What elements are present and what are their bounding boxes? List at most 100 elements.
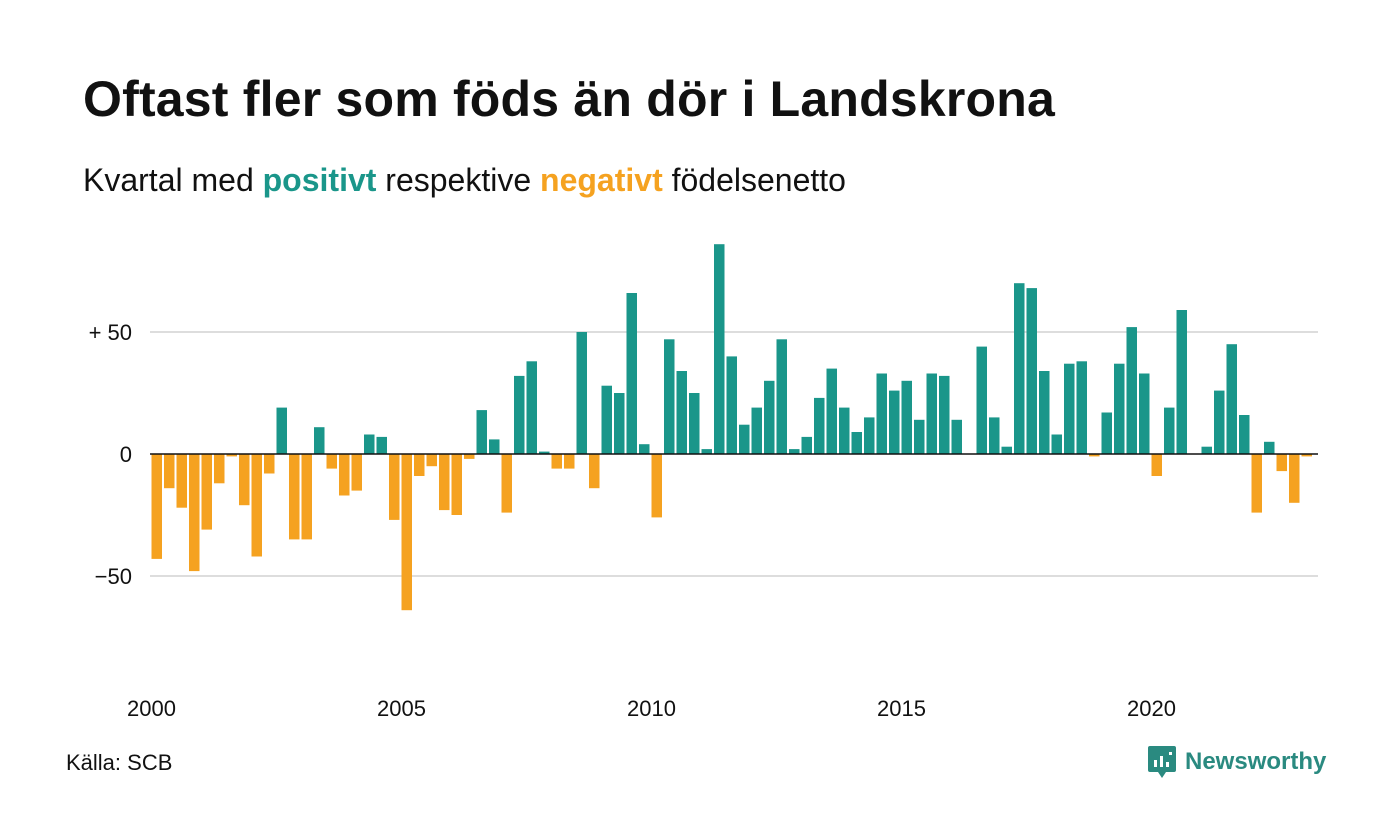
bar-positive — [1226, 344, 1237, 454]
chart-title: Oftast fler som föds än dör i Landskrona — [83, 71, 1056, 127]
bar-positive — [614, 393, 625, 454]
bar-positive — [489, 439, 500, 454]
bar-negative — [351, 454, 362, 491]
bar-positive — [1214, 390, 1225, 454]
bar-positive — [1039, 371, 1050, 454]
brand-logo[interactable]: Newsworthy — [1147, 744, 1326, 780]
bar-positive — [876, 373, 887, 454]
bar-negative — [1289, 454, 1300, 503]
bar-positive — [1076, 361, 1087, 454]
bar-positive — [889, 390, 900, 454]
x-tick-label: 2000 — [127, 696, 176, 721]
bar-negative — [339, 454, 350, 496]
bar-positive — [676, 371, 687, 454]
bar-positive — [1164, 407, 1175, 454]
bar-negative — [401, 454, 412, 611]
bar-positive — [1126, 327, 1137, 454]
bar-positive — [1101, 412, 1112, 454]
bar-positive — [1051, 434, 1062, 454]
y-axis-ticks: + 50 0 −50 — [89, 320, 132, 589]
bar-positive — [1064, 363, 1075, 454]
bar-negative — [201, 454, 212, 530]
subtitle-negative: negativt — [540, 162, 663, 198]
bar-negative — [289, 454, 300, 540]
bar-positive — [1139, 373, 1150, 454]
x-tick-label: 2015 — [877, 696, 926, 721]
bar-positive — [826, 368, 837, 454]
subtitle-text-1: Kvartal med — [83, 162, 263, 198]
bar-positive — [539, 451, 550, 454]
bar-positive — [376, 436, 387, 454]
bar-chart: + 50 0 −50 2000 2005 2010 2015 2020 — [89, 244, 1318, 721]
bar-negative — [1276, 454, 1287, 472]
bar-positive — [939, 375, 950, 454]
bar-positive — [526, 361, 537, 454]
bar-positive — [926, 373, 937, 454]
bar-positive — [801, 436, 812, 454]
bar-negative — [176, 454, 187, 508]
x-tick-label: 2010 — [627, 696, 676, 721]
brand-name: Newsworthy — [1185, 748, 1327, 775]
bar-positive — [851, 432, 862, 454]
bar-negative — [426, 454, 437, 467]
bar-positive — [626, 293, 637, 454]
bar-positive — [701, 449, 712, 454]
bar-negative — [464, 454, 475, 459]
bar-positive — [976, 346, 987, 454]
bar-negative — [251, 454, 262, 557]
bar-negative — [589, 454, 600, 489]
chart-subtitle: Kvartal med positivt respektive negativt… — [83, 162, 846, 199]
bar-positive — [1176, 310, 1187, 454]
bar-negative — [226, 454, 237, 457]
bar-positive — [914, 419, 925, 454]
bar-negative — [501, 454, 512, 513]
bar-negative — [239, 454, 250, 506]
bar-negative — [551, 454, 562, 469]
bar-positive — [514, 375, 525, 454]
bar-positive — [739, 424, 750, 454]
y-tick-label: 0 — [120, 442, 132, 467]
newsworthy-logo-icon — [1148, 746, 1176, 778]
bar-positive — [689, 393, 700, 454]
bar-positive — [989, 417, 1000, 454]
bar-negative — [164, 454, 175, 489]
x-tick-label: 2020 — [1127, 696, 1176, 721]
bar-negative — [414, 454, 425, 476]
bar-negative — [151, 454, 162, 559]
bar-negative — [326, 454, 337, 469]
bar-negative — [214, 454, 225, 484]
grid-lines — [150, 331, 1318, 577]
bars — [150, 244, 1318, 611]
bar-positive — [1014, 283, 1025, 454]
bar-negative — [189, 454, 200, 572]
bar-positive — [864, 417, 875, 454]
bar-negative — [1151, 454, 1162, 476]
bar-positive — [1026, 288, 1037, 454]
bar-positive — [576, 332, 587, 454]
subtitle-text-3: födelsenetto — [662, 162, 846, 198]
bar-negative — [1251, 454, 1262, 513]
x-tick-label: 2005 — [377, 696, 426, 721]
bar-positive — [276, 407, 287, 454]
bar-positive — [1264, 441, 1275, 454]
bar-negative — [1301, 454, 1312, 457]
bar-positive — [1114, 363, 1125, 454]
bar-positive — [751, 407, 762, 454]
bar-positive — [1001, 446, 1012, 454]
bar-negative — [389, 454, 400, 520]
bar-positive — [839, 407, 850, 454]
bar-positive — [639, 444, 650, 454]
bar-positive — [476, 410, 487, 454]
bar-negative — [301, 454, 312, 540]
y-tick-label: −50 — [95, 564, 132, 589]
bar-negative — [564, 454, 575, 469]
bar-positive — [726, 356, 737, 454]
bar-negative — [451, 454, 462, 515]
bar-negative — [651, 454, 662, 518]
bar-negative — [1089, 454, 1100, 457]
bar-positive — [814, 397, 825, 454]
bar-positive — [1201, 446, 1212, 454]
bar-positive — [951, 419, 962, 454]
bar-positive — [789, 449, 800, 454]
source-note: Källa: SCB — [66, 750, 173, 775]
